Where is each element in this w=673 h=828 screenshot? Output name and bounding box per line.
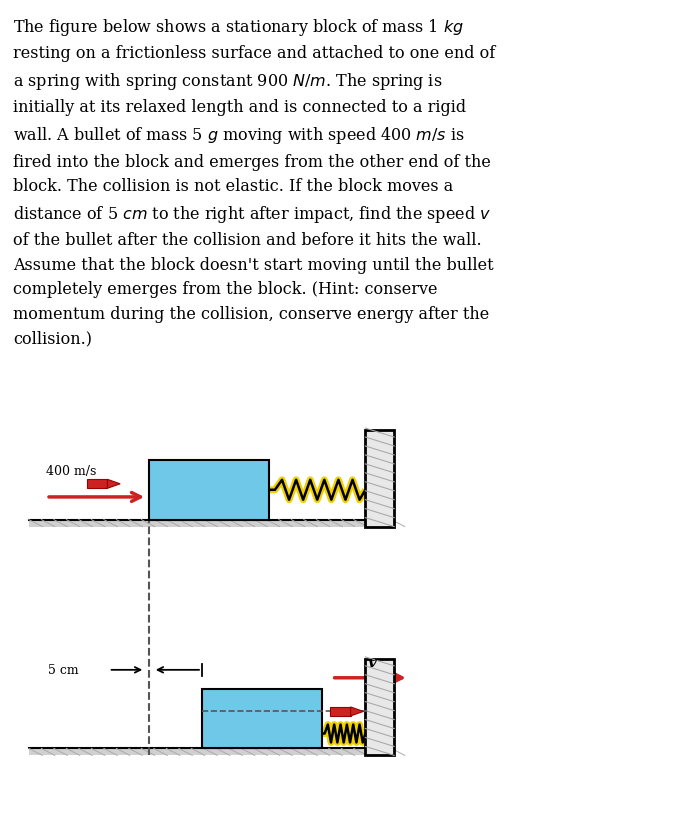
Text: The figure below shows a stationary block of mass 1 $kg$
resting on a frictionle: The figure below shows a stationary bloc… — [13, 17, 496, 347]
Bar — [87, 479, 108, 489]
Bar — [29, 749, 394, 755]
Polygon shape — [351, 707, 363, 716]
Text: v: v — [367, 655, 376, 669]
Polygon shape — [108, 479, 120, 489]
Bar — [365, 431, 394, 527]
Bar — [149, 460, 269, 520]
Bar — [29, 520, 394, 527]
Text: 5 cm: 5 cm — [48, 663, 79, 676]
Bar — [365, 659, 394, 755]
Text: 400 m/s: 400 m/s — [46, 465, 96, 478]
Bar — [330, 707, 351, 716]
Bar — [202, 689, 322, 749]
